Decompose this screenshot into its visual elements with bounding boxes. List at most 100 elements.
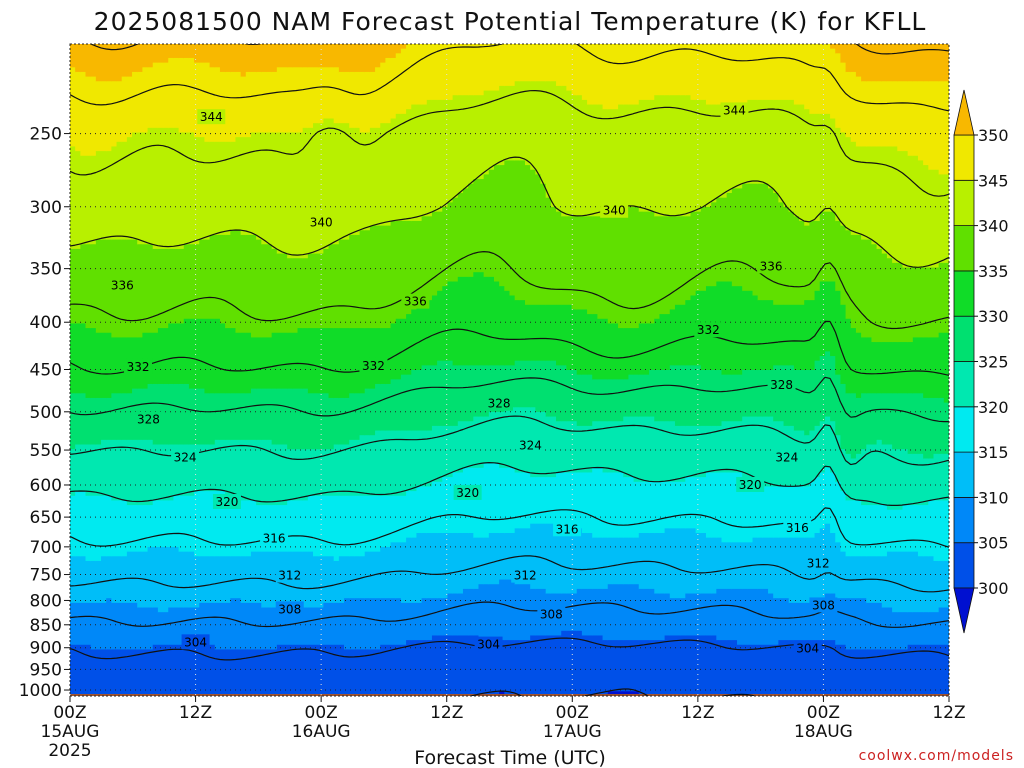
theta-band-cell	[855, 76, 862, 148]
theta-band-cell	[85, 444, 92, 497]
theta-band-cell	[126, 393, 133, 441]
theta-band-cell	[452, 95, 459, 199]
theta-band-cell	[695, 44, 702, 101]
theta-band-cell	[933, 169, 940, 269]
theta-band-cell	[618, 421, 624, 474]
theta-band-cell	[700, 207, 707, 292]
theta-band-cell	[292, 132, 299, 259]
theta-band-cell	[545, 81, 552, 199]
theta-band-cell	[773, 99, 779, 194]
theta-band-cell	[897, 649, 904, 696]
theta-band-cell	[581, 309, 588, 376]
theta-band-cell	[194, 62, 200, 138]
theta-band-cell	[421, 216, 428, 301]
theta-band-cell	[307, 127, 314, 255]
theta-band-cell	[690, 211, 697, 297]
theta-band-cell	[576, 425, 583, 474]
theta-band-cell	[431, 295, 438, 366]
theta-band-cell	[685, 425, 692, 478]
contour-328	[70, 376, 949, 423]
theta-band-cell	[685, 593, 692, 637]
theta-band-cell	[835, 220, 842, 292]
theta-band-cell	[385, 123, 392, 227]
theta-band-cell	[504, 640, 511, 696]
contour-label-bg	[275, 567, 304, 583]
theta-band-cell	[235, 44, 242, 73]
theta-band-cell	[473, 467, 480, 539]
theta-band-cell	[462, 276, 469, 366]
theta-band-cell	[493, 281, 500, 366]
theta-band-cell	[612, 691, 619, 696]
theta-band-cell	[437, 290, 443, 362]
theta-band-cell	[907, 155, 914, 269]
theta-band-cell	[587, 425, 593, 474]
theta-band-cell	[917, 644, 924, 696]
theta-band-cell	[933, 453, 940, 501]
theta-band-cell	[907, 551, 914, 613]
theta-band-cell	[250, 500, 257, 553]
theta-band-cell	[804, 435, 810, 488]
theta-band-cell	[297, 644, 304, 696]
theta-band-cell	[483, 463, 490, 539]
theta-band-cell	[411, 602, 418, 641]
theta-band-cell	[111, 649, 118, 696]
theta-band-cell	[421, 300, 428, 366]
theta-band-cell	[731, 44, 738, 106]
theta-band-cell	[943, 44, 949, 82]
theta-band-cell	[499, 165, 505, 287]
theta-band-cell	[292, 644, 299, 696]
theta-band-cell	[716, 588, 723, 641]
theta-band-cell	[462, 44, 469, 96]
theta-band-cell	[152, 44, 159, 64]
theta-band-cell	[483, 640, 490, 696]
theta-band-cell	[928, 267, 935, 338]
theta-band-cell	[85, 155, 92, 245]
theta-band-cell	[514, 584, 521, 641]
theta-band-cell	[530, 81, 536, 171]
theta-band-cell	[545, 523, 552, 595]
contour-label: 336	[111, 278, 134, 292]
theta-band-cell	[168, 546, 175, 609]
theta-band-cell	[250, 234, 257, 338]
contour-label: 328	[770, 378, 793, 392]
theta-band-cell	[680, 44, 686, 96]
theta-band-cell	[385, 225, 392, 329]
theta-band-cell	[276, 332, 283, 390]
theta-band-cell	[219, 71, 226, 143]
theta-band-cell	[421, 640, 428, 696]
theta-band-cell	[126, 439, 133, 506]
theta-band-cell	[866, 556, 873, 604]
theta-band-cell	[106, 439, 112, 497]
theta-band-cell	[566, 593, 573, 632]
theta-band-cell	[323, 556, 330, 604]
theta-band-cell	[75, 323, 81, 394]
theta-band-cell	[313, 495, 319, 557]
theta-band-cell	[917, 393, 924, 455]
theta-band-cell	[106, 44, 112, 82]
theta-band-cell	[943, 332, 949, 404]
theta-band-cell	[659, 314, 666, 371]
theta-band-cell	[923, 81, 929, 166]
theta-band-cell	[514, 640, 521, 696]
theta-band-cell	[499, 691, 505, 696]
contour-label: 304	[796, 642, 819, 656]
x-tick-label: 00Z	[556, 703, 589, 723]
theta-band-cell	[101, 44, 107, 82]
theta-band-cell	[912, 505, 919, 553]
theta-band-cell	[416, 533, 423, 604]
contour-label-bg	[124, 358, 153, 374]
theta-band-cell	[545, 304, 552, 362]
theta-band-cell	[447, 202, 454, 283]
x-axis-label: Forecast Time (UTC)	[414, 747, 605, 768]
theta-band-cell	[649, 99, 655, 213]
contour-label: 344	[723, 103, 746, 117]
theta-band-cell	[173, 607, 180, 646]
theta-band-cell	[788, 44, 795, 101]
theta-band-cell	[571, 421, 578, 474]
theta-band-cell	[297, 258, 304, 329]
theta-band-cell	[302, 258, 309, 329]
theta-band-cell	[618, 472, 624, 539]
theta-band-cell	[928, 169, 935, 269]
theta-band-cell	[819, 113, 826, 213]
theta-band-cell	[819, 472, 826, 529]
